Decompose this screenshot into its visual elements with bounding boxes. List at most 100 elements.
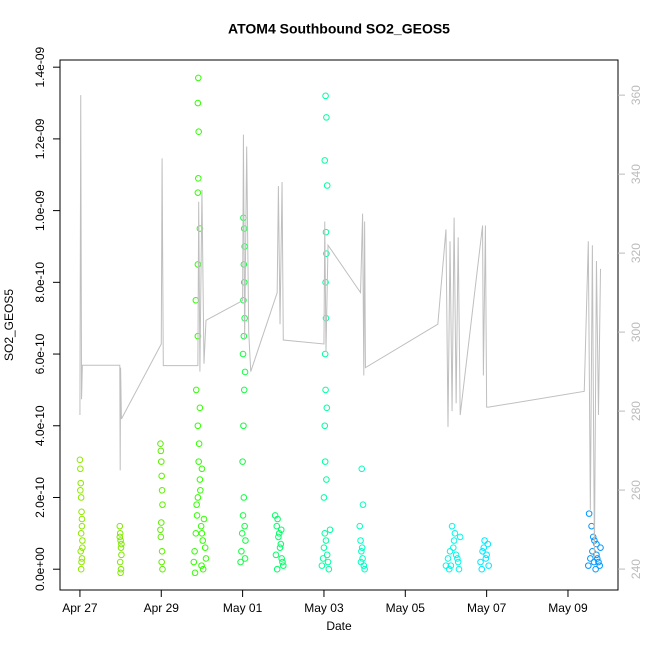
y-tick-label: 1.0e-09: [33, 190, 47, 231]
point: [447, 562, 455, 569]
point: [596, 562, 603, 569]
point: [454, 555, 461, 562]
point: [480, 544, 488, 551]
point: [442, 562, 450, 569]
point: [323, 476, 330, 483]
point: [593, 551, 600, 559]
point: [321, 350, 329, 358]
line: [79, 95, 602, 558]
point: [323, 250, 330, 257]
point: [359, 501, 367, 508]
point: [199, 537, 207, 544]
point: [158, 487, 166, 494]
x-tick-label: May 09: [548, 601, 588, 615]
point: [157, 533, 165, 541]
point: [158, 558, 165, 566]
point: [157, 440, 164, 447]
point: [590, 558, 598, 566]
point: [241, 368, 249, 376]
point: [482, 555, 490, 562]
y-tick-label: 4.0e-10: [33, 405, 47, 446]
point: [198, 465, 206, 473]
point: [241, 522, 248, 530]
point: [237, 558, 244, 566]
point: [451, 530, 459, 537]
point: [116, 533, 124, 541]
point: [273, 522, 281, 530]
point: [477, 558, 484, 566]
point: [275, 530, 283, 537]
point: [358, 465, 366, 473]
point: [481, 537, 488, 544]
point: [277, 540, 285, 548]
x-tick-label: May 01: [223, 601, 263, 615]
y2-tick-label: 340: [629, 164, 643, 184]
point: [318, 562, 326, 569]
point: [240, 332, 248, 340]
y2-tick-label: 240: [629, 559, 643, 579]
point: [321, 157, 329, 164]
point: [194, 175, 202, 182]
point: [193, 501, 200, 508]
point: [322, 537, 330, 544]
point: [323, 551, 331, 559]
point: [78, 508, 85, 516]
point: [478, 565, 486, 573]
point: [593, 555, 601, 562]
point: [118, 551, 125, 559]
point: [202, 555, 210, 562]
point: [320, 544, 328, 551]
point: [193, 512, 201, 519]
point: [239, 458, 246, 465]
y-tick-label: 2.0e-10: [33, 477, 47, 518]
point: [322, 386, 329, 394]
point: [78, 555, 86, 562]
point: [357, 558, 365, 566]
point: [587, 555, 594, 562]
y-axis-label: SO2_GEOS5: [2, 289, 16, 361]
point: [195, 458, 202, 465]
point: [241, 555, 249, 562]
point: [198, 562, 205, 569]
point: [194, 494, 202, 501]
point: [322, 92, 329, 100]
point: [194, 422, 202, 430]
point: [117, 565, 125, 573]
point: [585, 562, 592, 569]
y2-tick-label: 320: [629, 243, 643, 263]
point: [483, 551, 490, 559]
x-axis-label: Date: [326, 619, 352, 633]
x-tick-label: May 07: [467, 601, 507, 615]
point: [323, 114, 330, 121]
point: [157, 519, 165, 526]
point: [197, 487, 204, 494]
point: [597, 544, 604, 551]
point: [589, 533, 597, 541]
point: [78, 558, 85, 566]
point: [242, 537, 249, 544]
point: [278, 555, 285, 562]
y-tick-label: 6.0e-10: [33, 333, 47, 374]
point: [272, 551, 280, 559]
point: [321, 422, 329, 430]
point: [157, 447, 165, 455]
point: [240, 296, 247, 304]
point: [240, 422, 247, 430]
point: [195, 128, 202, 136]
point: [445, 565, 453, 573]
point: [116, 530, 124, 537]
point: [77, 530, 85, 537]
point: [159, 501, 166, 508]
point: [77, 487, 84, 494]
point: [157, 526, 164, 534]
point: [159, 565, 166, 573]
point: [76, 456, 84, 464]
point: [358, 544, 366, 551]
y2-tick-label: 300: [629, 322, 643, 342]
point: [455, 565, 463, 573]
point: [446, 547, 454, 555]
point: [238, 547, 245, 555]
point: [321, 458, 329, 465]
y2-tick-label: 360: [629, 85, 643, 105]
